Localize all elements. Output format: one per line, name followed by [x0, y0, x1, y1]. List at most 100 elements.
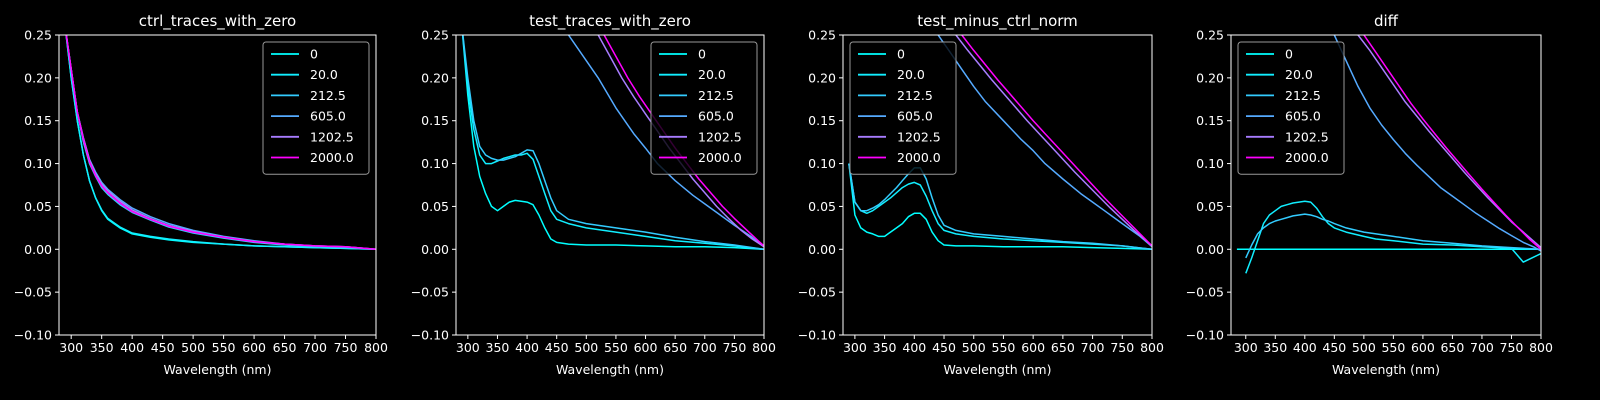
legend-label: 0: [897, 47, 905, 62]
x-tick-label: 800: [752, 340, 776, 355]
legend-label: 2000.0: [897, 150, 941, 165]
x-tick-label: 300: [59, 340, 83, 355]
x-tick-label: 650: [663, 340, 687, 355]
x-tick-label: 700: [303, 340, 327, 355]
y-tick-label: −0.10: [14, 328, 52, 343]
legend: 0 20.0 212.5 605.0 1202.5 2000.0: [650, 41, 758, 175]
series-line-605.0: [937, 35, 1152, 248]
chart-title: diff: [1374, 12, 1399, 30]
y-tick-label: −0.05: [1186, 285, 1224, 300]
legend-label: 605.0: [897, 109, 933, 124]
y-tick-label: 0.05: [1196, 199, 1224, 214]
y-tick-label: 0.00: [421, 242, 449, 257]
legend-label: 1202.5: [1285, 129, 1329, 144]
series-line-2000.0: [1363, 35, 1541, 250]
y-tick-label: −0.05: [798, 285, 836, 300]
y-tick-label: 0.10: [421, 156, 449, 171]
axes-frame: [455, 34, 765, 336]
series-line-20.0: [848, 163, 1152, 251]
chart-title: test_traces_with_zero: [529, 12, 691, 31]
x-tick-label: 300: [843, 340, 867, 355]
axes-frame: [842, 34, 1153, 336]
y-tick-label: 0.00: [1196, 242, 1224, 257]
legend-label: 1202.5: [698, 129, 742, 144]
x-tick-label: 800: [1140, 340, 1164, 355]
x-tick-label: 600: [1021, 340, 1045, 355]
x-tick-label: 600: [634, 340, 658, 355]
x-tick-label: 750: [1110, 340, 1134, 355]
y-tick-label: 0.15: [24, 113, 52, 128]
x-tick-label: 550: [992, 340, 1016, 355]
y-tick-label: −0.10: [798, 328, 836, 343]
x-tick-label: 450: [151, 340, 175, 355]
x-tick-label: 550: [212, 340, 236, 355]
legend-label: 212.5: [310, 88, 346, 103]
x-tick-label: 500: [181, 340, 205, 355]
y-tick-label: 0.05: [808, 199, 836, 214]
y-tick-label: 0.15: [421, 113, 449, 128]
x-tick-label: 600: [1411, 340, 1435, 355]
series-line-0: [461, 35, 764, 251]
series-line-20.0: [65, 35, 376, 251]
x-tick-label: 650: [1051, 340, 1075, 355]
legend-label: 2000.0: [1285, 150, 1329, 165]
x-tick-label: 650: [1440, 340, 1464, 355]
legend-label: 212.5: [897, 88, 933, 103]
y-tick-label: 0.15: [1196, 113, 1224, 128]
legend-label: 1202.5: [897, 129, 941, 144]
x-tick-label: 700: [693, 340, 717, 355]
x-tick-label: 500: [1352, 340, 1376, 355]
legend: 0 20.0 212.5 605.0 1202.5 2000.0: [849, 41, 957, 175]
series-line-212.5: [462, 35, 764, 251]
chart-panel-4: diff 300 350 400 450 500 550 600 650 700 750 800 0.2…: [1186, 12, 1553, 377]
x-axis-label: Wavelength (nm): [164, 362, 272, 377]
legend-label: 2000.0: [698, 150, 742, 165]
x-tick-label: 700: [1470, 340, 1494, 355]
x-tick-label: 800: [1529, 340, 1553, 355]
chart-panel-3: test_minus_ctrl_norm 300 350 400 450 500 550 60…: [798, 12, 1164, 377]
y-tick-label: 0.20: [1196, 70, 1224, 85]
x-tick-label: 350: [1263, 340, 1287, 355]
x-axis-label: Wavelength (nm): [944, 362, 1052, 377]
y-tick-label: 0.25: [1196, 28, 1224, 43]
x-tick-label: 350: [873, 340, 897, 355]
legend-label: 20.0: [1285, 67, 1313, 82]
y-tick-label: −0.05: [14, 285, 52, 300]
x-tick-label: 350: [90, 340, 114, 355]
x-tick-label: 450: [545, 340, 569, 355]
x-tick-label: 750: [334, 340, 358, 355]
y-tick-label: −0.10: [411, 328, 449, 343]
y-tick-label: 0.00: [24, 242, 52, 257]
series-line-20.0: [1245, 200, 1541, 274]
x-tick-label: 450: [1322, 340, 1346, 355]
legend-label: 0: [1285, 47, 1293, 62]
x-tick-label: 600: [242, 340, 266, 355]
legend-label: 605.0: [1285, 109, 1321, 124]
x-tick-label: 400: [120, 340, 144, 355]
x-axis-label: Wavelength (nm): [556, 362, 664, 377]
x-tick-label: 500: [574, 340, 598, 355]
x-tick-label: 500: [962, 340, 986, 355]
series-line-2000.0: [65, 35, 376, 251]
x-tick-label: 450: [932, 340, 956, 355]
series-line-1202.5: [955, 35, 1152, 247]
x-tick-label: 350: [486, 340, 510, 355]
series-line-2000.0: [961, 35, 1152, 247]
x-tick-label: 750: [1500, 340, 1524, 355]
y-tick-label: −0.10: [1186, 328, 1224, 343]
series-line-20.0: [461, 35, 764, 251]
legend: 0 20.0 212.5 605.0 1202.5 2000.0: [1237, 41, 1345, 175]
chart-panel-1: ctrl_traces_with_zero 300 350 400 450 500 550 6…: [14, 12, 388, 377]
legend-label: 2000.0: [310, 150, 354, 165]
chart-title: test_minus_ctrl_norm: [917, 12, 1078, 31]
legend-label: 20.0: [897, 67, 925, 82]
legend-label: 0: [698, 47, 706, 62]
x-tick-label: 550: [604, 340, 628, 355]
x-tick-label: 800: [364, 340, 388, 355]
series-line-212.5: [1245, 213, 1541, 259]
legend-label: 605.0: [698, 109, 734, 124]
legend-label: 0: [310, 47, 318, 62]
x-tick-label: 550: [1381, 340, 1405, 355]
axes-frame: [1230, 34, 1542, 336]
